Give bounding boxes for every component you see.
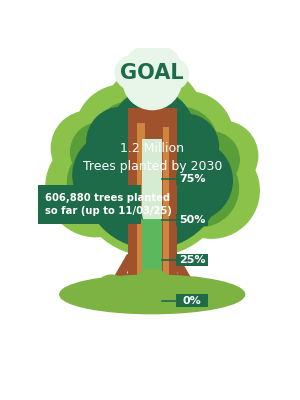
Circle shape [123,51,182,110]
Circle shape [154,114,218,179]
Circle shape [51,111,125,185]
Text: 1.2 Million
Trees planted by 2030: 1.2 Million Trees planted by 2030 [82,142,222,173]
FancyBboxPatch shape [176,254,208,266]
Polygon shape [177,274,198,300]
Circle shape [83,110,221,248]
Circle shape [68,143,148,223]
Polygon shape [110,254,128,289]
FancyBboxPatch shape [163,127,169,304]
Text: GOAL: GOAL [120,64,184,84]
FancyBboxPatch shape [176,173,208,186]
Circle shape [110,90,195,175]
Text: 75%: 75% [179,174,206,184]
Circle shape [73,133,158,217]
Circle shape [132,269,172,309]
Circle shape [89,116,215,242]
Circle shape [164,143,259,238]
FancyBboxPatch shape [137,124,145,304]
Circle shape [143,47,180,84]
Text: 0%: 0% [183,296,202,306]
Circle shape [184,132,239,187]
Circle shape [94,275,128,309]
Circle shape [102,67,202,167]
Circle shape [112,89,192,169]
Circle shape [161,150,238,227]
Circle shape [152,140,232,220]
Circle shape [46,136,146,237]
FancyBboxPatch shape [128,108,177,304]
Circle shape [181,278,212,308]
Circle shape [70,123,129,181]
Circle shape [75,102,229,256]
Polygon shape [177,254,195,289]
Text: 606,880 trees planted
so far (up to 11/03/25): 606,880 trees planted so far (up to 11/0… [45,193,172,216]
Ellipse shape [60,275,244,314]
Polygon shape [106,274,128,300]
Circle shape [75,85,171,180]
Circle shape [115,56,149,90]
FancyBboxPatch shape [176,294,208,307]
Circle shape [124,71,152,99]
Circle shape [144,92,233,181]
Circle shape [188,121,258,190]
FancyBboxPatch shape [142,219,162,300]
Text: 25%: 25% [179,255,206,265]
Circle shape [152,71,180,99]
Circle shape [144,107,218,181]
Circle shape [126,47,163,84]
FancyBboxPatch shape [38,185,141,224]
Circle shape [158,59,188,90]
FancyBboxPatch shape [142,139,162,300]
Circle shape [92,102,169,179]
Text: 50%: 50% [179,215,206,225]
FancyBboxPatch shape [176,214,208,226]
Circle shape [87,107,156,176]
